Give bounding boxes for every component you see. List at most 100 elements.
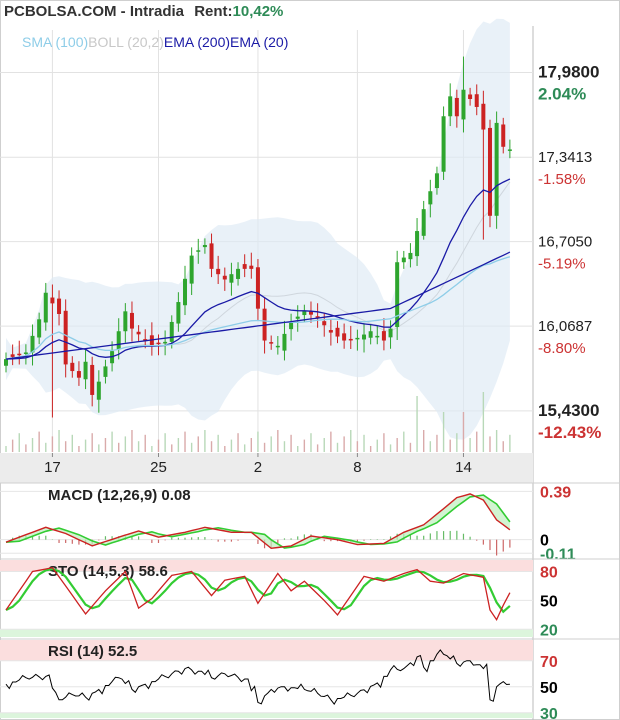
sto-label: STO (14,5,3) 58.6 [48, 563, 168, 580]
date-tick-label: 17 [44, 459, 61, 476]
macd-line [5, 493, 511, 550]
candle-body [454, 97, 459, 117]
price-tick-label: 16,7050 [538, 234, 592, 251]
candle [275, 336, 280, 355]
candle-body [415, 231, 420, 257]
candle-body [76, 371, 81, 378]
sto-tick-label: 80 [540, 565, 558, 582]
candle-body [222, 275, 227, 280]
date-tick-label: 14 [455, 459, 472, 476]
macd-fill [6, 493, 510, 549]
candle-body [348, 338, 353, 341]
price-tick-label: 17,9800 [538, 62, 599, 81]
candle-body [23, 352, 28, 354]
date-tick-label: 25 [150, 459, 167, 476]
candle [269, 335, 274, 350]
candle [328, 318, 333, 346]
legend-boll[interactable]: BOLL (20,2) [88, 34, 164, 50]
candle [183, 265, 188, 316]
candle [401, 250, 406, 269]
candle [249, 252, 254, 279]
candle-body [441, 116, 446, 172]
candle [487, 119, 492, 228]
candle-body [255, 267, 260, 309]
candle [209, 233, 214, 278]
candle-body [302, 311, 307, 316]
candle-body [408, 252, 413, 260]
rent-value: 10,42% [232, 3, 284, 20]
candle-body [216, 268, 221, 275]
sma-100-line [5, 256, 511, 360]
candle [123, 303, 128, 343]
chart-header: PCBOLSA.COM - Intradia Rent:10,42% [4, 3, 283, 20]
candle-body [163, 341, 168, 344]
candle-body [103, 366, 108, 377]
candle-body [229, 274, 234, 283]
candle [76, 361, 81, 386]
candle-body [368, 331, 373, 338]
candle-body [328, 330, 333, 333]
candle [216, 255, 221, 284]
candle-body [282, 333, 287, 351]
candle [362, 323, 367, 353]
price-tick-percent: -5.19% [538, 256, 586, 273]
candle [448, 83, 453, 127]
chart-title: PCBOLSA.COM - Intradia [4, 3, 185, 20]
candle-body [10, 354, 15, 357]
candle [37, 312, 42, 345]
candle-body [295, 316, 300, 319]
candle-body [196, 250, 201, 252]
candle-body [83, 361, 88, 380]
date-tick-label: 2 [254, 459, 262, 476]
indicator-legend: SMA (100)BOLL (20,2)EMA (200)EMA (20) [22, 34, 288, 50]
candle [23, 344, 28, 365]
candle [43, 282, 48, 331]
candle-body [63, 310, 68, 365]
candle-body [335, 327, 340, 337]
candle [196, 238, 201, 264]
candle-body [494, 122, 499, 216]
candle-body [375, 335, 380, 338]
candle-body [362, 334, 367, 340]
price-tick-label: 17,3413 [538, 149, 592, 166]
price-tick-label: 15,4300 [538, 401, 599, 420]
candle-body [501, 124, 506, 147]
candle-body [143, 339, 148, 341]
price-tick-percent: -1.58% [538, 171, 586, 188]
legend-ema-200[interactable]: EMA (200) [163, 34, 231, 50]
candle [355, 329, 360, 351]
candle-body [434, 173, 439, 189]
candle [474, 84, 479, 116]
legend-ema-20[interactable]: EMA (20) [230, 34, 289, 50]
candle [236, 262, 241, 286]
candle-body [96, 381, 101, 400]
sto-overbought-band [0, 560, 533, 572]
macd-signal-line [5, 494, 511, 549]
candle-body [468, 94, 473, 100]
candle [388, 320, 393, 349]
candle-body [269, 342, 274, 344]
ema-20-line [5, 178, 511, 360]
candle-body [209, 243, 214, 269]
candle-body [395, 262, 400, 327]
rsi-overbought-band [0, 640, 533, 661]
candle-body [57, 298, 62, 314]
candle-body [50, 297, 55, 304]
candle [494, 111, 499, 229]
candle [70, 356, 75, 378]
candle-body [401, 257, 406, 263]
candle-body [355, 337, 360, 340]
sto-d-line [5, 567, 511, 614]
candle-body [189, 255, 194, 284]
price-tick-percent: -8.80% [538, 340, 586, 357]
legend-sma-100[interactable]: SMA (100) [22, 34, 89, 50]
candle [295, 305, 300, 332]
candle [90, 356, 95, 407]
candle-body [308, 311, 313, 315]
candle [255, 259, 260, 321]
candle [189, 247, 194, 296]
candle-body [275, 345, 280, 348]
candle-body [461, 89, 466, 120]
candle-body [176, 302, 181, 324]
